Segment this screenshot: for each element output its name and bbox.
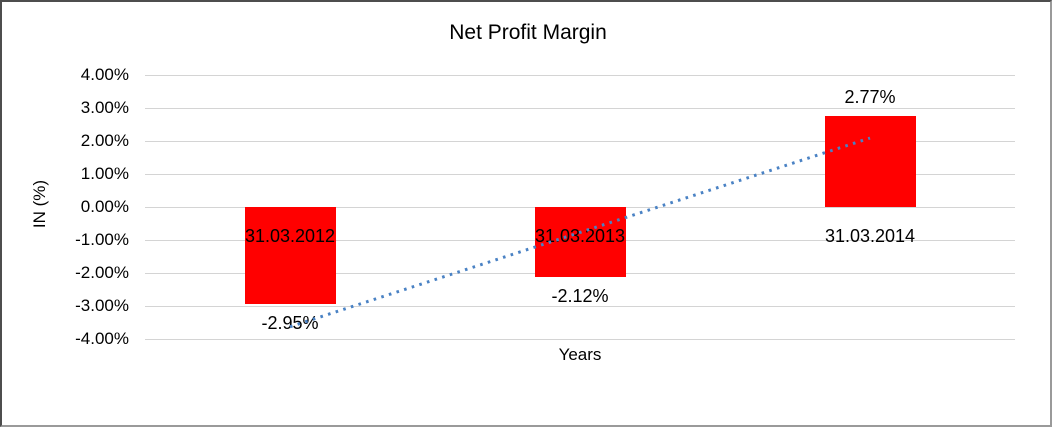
gridline (145, 75, 1015, 76)
gridline (145, 306, 1015, 307)
x-axis-title: Years (558, 345, 602, 364)
data-label: -2.95% (261, 313, 319, 334)
y-tick-label: 0.00% (80, 197, 129, 216)
category-label: 31.03.2014 (824, 226, 916, 246)
gridline (145, 339, 1015, 340)
y-tick-label: -2.00% (75, 263, 129, 282)
y-tick-label: -3.00% (75, 296, 129, 315)
chart-title: Net Profit Margin (449, 21, 607, 44)
y-tick-label: 1.00% (80, 164, 129, 183)
y-tick-label: -1.00% (75, 230, 129, 249)
data-label: -2.12% (551, 285, 609, 306)
gridline (145, 108, 1015, 109)
y-tick-label: -4.00% (75, 329, 129, 348)
y-tick-label: 2.00% (80, 131, 129, 150)
category-label: 31.03.2013 (534, 226, 626, 246)
bar-31.03.2014 (824, 115, 916, 207)
y-tick-label: 3.00% (80, 98, 129, 117)
category-label: 31.03.2012 (244, 226, 336, 246)
bar-31.03.2012 (244, 207, 336, 305)
data-label: 2.77% (844, 86, 896, 107)
y-tick-label: 4.00% (80, 65, 129, 84)
